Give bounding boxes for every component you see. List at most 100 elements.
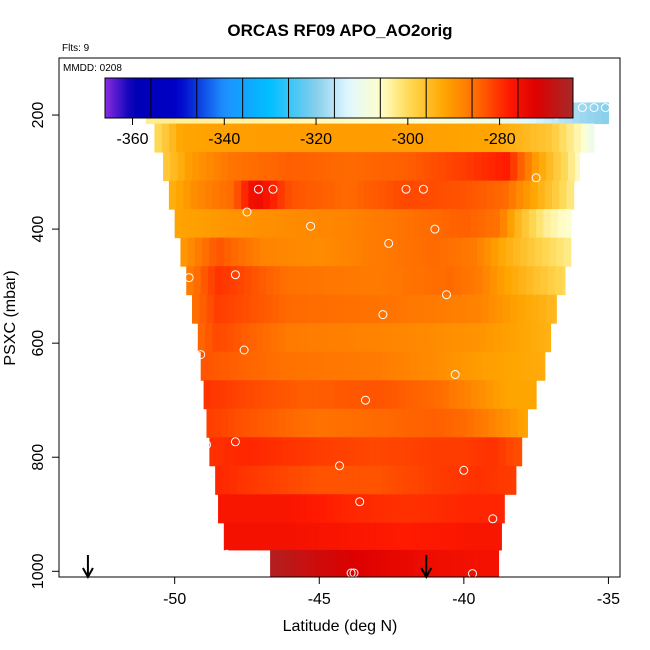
heatmap-cell (421, 180, 430, 210)
heatmap-cell (393, 180, 401, 210)
heatmap-cell (530, 180, 539, 210)
heatmap-cell (518, 351, 527, 381)
heatmap-cell (469, 437, 478, 467)
heatmap-cell (236, 266, 245, 296)
heatmap-cell (499, 380, 508, 410)
heatmap-cell (270, 180, 278, 210)
heatmap-cell (287, 465, 296, 495)
heatmap-cell (320, 323, 329, 353)
mmdd-note: MMDD: 0208 (63, 63, 122, 74)
heatmap-cell (547, 266, 556, 296)
heatmap-cell (312, 494, 320, 524)
heatmap-cell (270, 123, 278, 153)
heatmap-cell (518, 266, 527, 296)
heatmap-cell (502, 408, 511, 438)
heatmap-cell (351, 294, 359, 324)
heatmap-cell (326, 209, 335, 239)
heatmap-cell (530, 323, 539, 353)
heatmap-cell (505, 237, 514, 267)
heatmap-cell (528, 209, 537, 239)
heatmap-cell (278, 294, 287, 324)
heatmap-cell (513, 437, 521, 467)
heatmap-cell (410, 351, 419, 381)
heatmap-cell (416, 152, 424, 182)
heatmap-cell (312, 209, 320, 239)
heatmap-cell (296, 437, 304, 467)
heatmap-cell (414, 323, 423, 353)
heatmap-cell (546, 294, 554, 324)
heatmap-cell (491, 522, 500, 551)
heatmap-cell (356, 180, 365, 210)
heatmap-cell (196, 209, 205, 239)
heatmap-cell (239, 380, 248, 410)
heatmap-cell (501, 323, 510, 353)
heatmap-cell (356, 123, 365, 153)
heatmap-cell (200, 351, 209, 381)
heatmap-cell (268, 380, 277, 410)
heatmap-cell (523, 180, 531, 210)
heatmap-cell (552, 123, 560, 153)
heatmap-cell (391, 209, 400, 239)
heatmap-cell (458, 323, 466, 353)
heatmap-cell (403, 465, 411, 495)
heatmap-cell (384, 209, 393, 239)
heatmap-cell (277, 549, 286, 578)
heatmap-cell (261, 494, 270, 524)
heatmap-cell (445, 152, 453, 182)
heatmap-cell (301, 465, 310, 495)
heatmap-cell (473, 152, 482, 182)
heatmap-cell (340, 494, 349, 524)
heatmap-cell (426, 437, 434, 467)
heatmap-cell (397, 437, 406, 467)
heatmap-cell (378, 180, 387, 210)
heatmap-cell (300, 152, 309, 182)
heatmap-cell (286, 408, 294, 438)
heatmap-cell (393, 323, 401, 353)
colorbar-tick-label: -320 (300, 131, 332, 148)
observation-circle (355, 497, 365, 507)
heatmap-cell (552, 180, 560, 210)
heatmap-cell (364, 323, 372, 353)
heatmap-cell (456, 494, 465, 524)
heatmap-cell (429, 123, 437, 153)
heatmap-cell (440, 237, 449, 267)
heatmap-cell (411, 522, 420, 551)
heatmap-cell (170, 152, 179, 182)
heatmap-cell (265, 266, 274, 296)
observation-circle (202, 440, 211, 450)
heatmap-cell (203, 380, 212, 410)
heatmap-cell (466, 294, 475, 324)
heatmap-cell (213, 408, 222, 438)
heatmap-cell (434, 380, 443, 410)
heatmap-cell (306, 123, 314, 153)
heatmap-cell (404, 437, 413, 467)
heatmap-cell (209, 437, 218, 467)
heatmap-cell (426, 522, 434, 551)
heatmap-cell (446, 465, 455, 495)
heatmap-cell (482, 266, 491, 296)
heatmap-cell (489, 465, 498, 495)
heatmap-cell (523, 123, 531, 153)
heatmap-cell (283, 380, 291, 410)
heatmap-cell (430, 294, 439, 324)
heatmap-cell (471, 209, 479, 239)
heatmap-cell (491, 437, 500, 467)
heatmap-cell (381, 465, 390, 495)
heatmap-cell (387, 408, 395, 438)
heatmap-cell (368, 237, 377, 267)
heatmap-cell (365, 294, 374, 324)
observation-circle (430, 224, 440, 234)
heatmap-cell (486, 323, 495, 353)
heatmap-cell (446, 266, 455, 296)
heatmap-cell (323, 351, 332, 381)
heatmap-cell (482, 465, 491, 495)
heatmap-cell (345, 351, 354, 381)
heatmap-cell (345, 465, 354, 495)
heatmap-cell (280, 465, 288, 495)
colorbar-tick-label: -340 (208, 131, 240, 148)
heatmap-cell (274, 237, 283, 267)
heatmap-cell (362, 494, 371, 524)
heatmap-cell (314, 408, 323, 438)
heatmap-cell (233, 123, 242, 153)
heatmap-cell (326, 380, 335, 410)
